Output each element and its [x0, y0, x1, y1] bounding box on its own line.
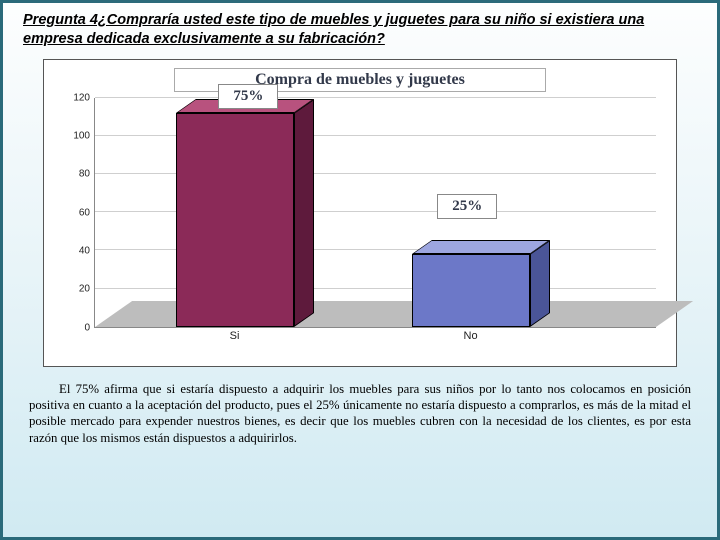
x-axis-labels: Si No [94, 330, 656, 350]
y-tick: 80 [79, 169, 90, 180]
bar-front [412, 254, 530, 327]
chart-container: Compra de muebles y juguetes 02040608010… [43, 59, 677, 367]
pct-callout: 25% [437, 194, 497, 219]
analysis-paragraph: El 75% afirma que si estaría dispuesto a… [3, 375, 717, 457]
bar-si [176, 113, 294, 327]
pct-callout: 75% [218, 84, 278, 109]
gridline [95, 97, 656, 98]
x-label: No [464, 330, 478, 342]
grid-area: 75%25% [94, 98, 656, 328]
bar-no [412, 254, 530, 327]
analysis-text: El 75% afirma que si estaría dispuesto a… [29, 382, 691, 445]
y-tick: 40 [79, 246, 90, 257]
y-tick: 60 [79, 207, 90, 218]
bar-top [412, 240, 550, 254]
question-text: Pregunta 4¿Compraría usted este tipo de … [3, 3, 717, 53]
y-tick: 120 [73, 92, 90, 103]
x-label: Si [230, 330, 240, 342]
bar-front [176, 113, 294, 327]
bar-side [530, 240, 550, 327]
y-axis: 020406080100120 [60, 98, 90, 328]
chart-plot: 020406080100120 75%25% SiNo [94, 98, 656, 328]
y-tick: 100 [73, 131, 90, 142]
y-tick: 0 [84, 322, 90, 333]
y-tick: 20 [79, 284, 90, 295]
bar-side [294, 99, 314, 327]
